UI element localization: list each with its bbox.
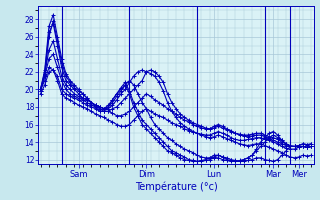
X-axis label: Température (°c): Température (°c): [135, 181, 217, 192]
